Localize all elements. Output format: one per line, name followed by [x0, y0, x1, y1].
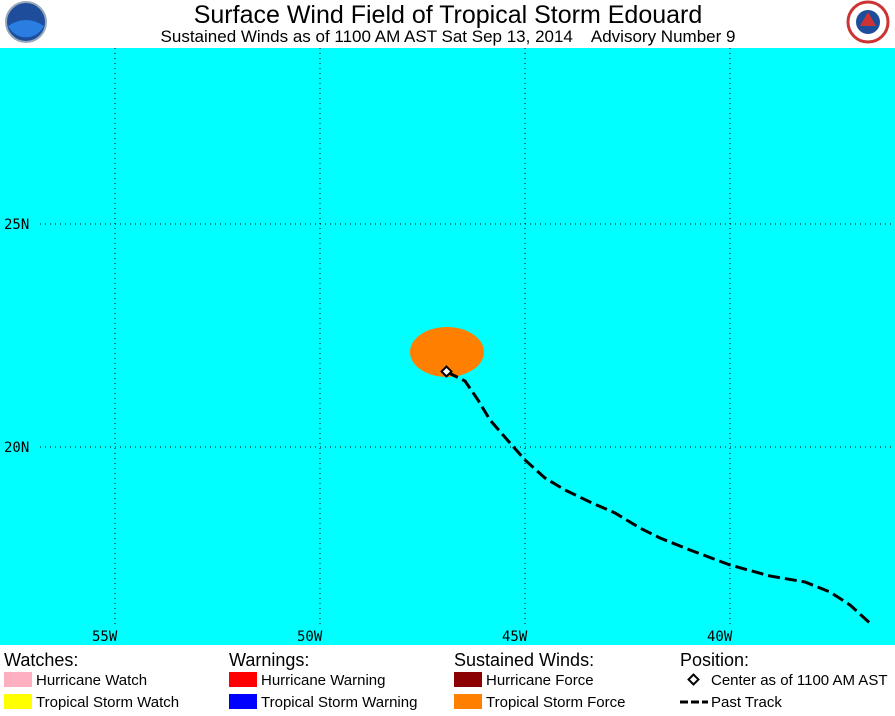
lon-label: 55W [92, 629, 118, 645]
nws-logo-mark [860, 12, 876, 26]
lat-label: 25N [4, 217, 29, 233]
legend-swatch [454, 694, 482, 709]
legend-item: Hurricane Watch [36, 672, 147, 689]
noaa-logo-wave [8, 20, 44, 38]
legend-item: Hurricane Force [486, 672, 594, 689]
lat-label: 20N [4, 440, 29, 456]
legend-swatch [454, 672, 482, 687]
legend-item: Tropical Storm Watch [36, 694, 179, 711]
lon-label: 50W [297, 629, 323, 645]
legend-item: Center as of 1100 AM AST [711, 672, 887, 689]
legend-swatch [229, 694, 257, 709]
tropical-storm-wind-field [410, 327, 484, 377]
legend-swatch [4, 694, 32, 709]
legend-heading: Sustained Winds: [454, 650, 594, 670]
past-track [446, 370, 874, 627]
advisory: Advisory Number 9 [591, 27, 736, 46]
legend-heading: Watches: [4, 650, 78, 670]
legend: Watches: Hurricane Watch Tropical Storm … [4, 650, 887, 711]
storm-center [440, 365, 453, 378]
legend-heading: Position: [680, 650, 749, 670]
legend-item: Past Track [711, 694, 782, 711]
nws-logo [846, 0, 890, 44]
noaa-logo [5, 1, 47, 43]
subtitle: Sustained Winds as of 1100 AM AST Sat Se… [161, 27, 573, 46]
legend-heading: Warnings: [229, 650, 309, 670]
legend-item: Tropical Storm Force [486, 694, 625, 711]
legend-center-symbol [687, 673, 700, 686]
legend-swatch [229, 672, 257, 687]
legend-swatch [4, 672, 32, 687]
legend-item: Tropical Storm Warning [261, 694, 417, 711]
lon-label: 40W [707, 629, 733, 645]
title: Surface Wind Field of Tropical Storm Edo… [194, 1, 703, 29]
legend-item: Hurricane Warning [261, 672, 386, 689]
lon-label: 45W [502, 629, 528, 645]
